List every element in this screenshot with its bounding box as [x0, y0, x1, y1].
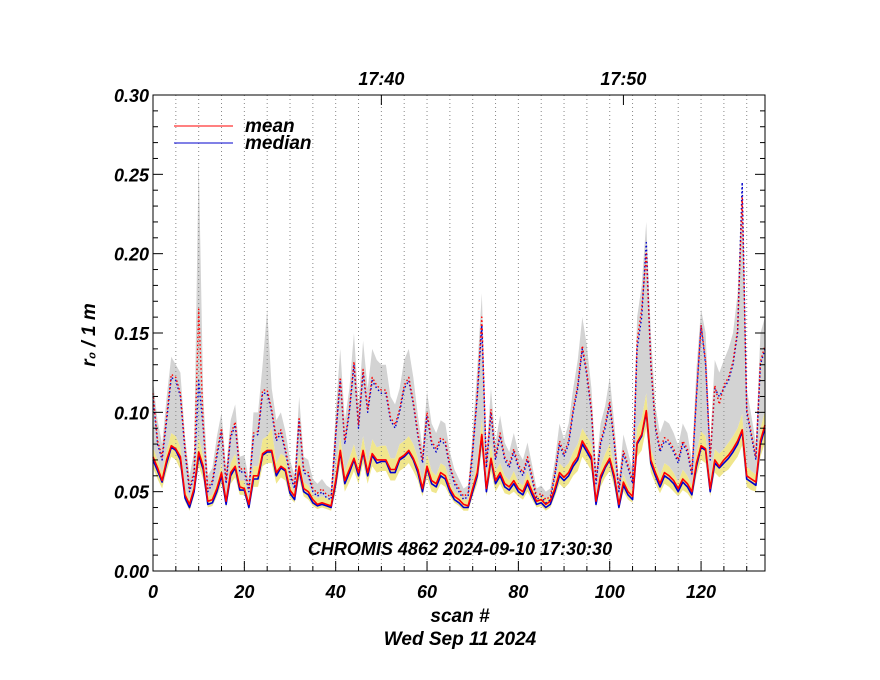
axis-ticks: [152, 94, 765, 572]
tick-labels: 0 20 40 60 80 100 120 0.00 0.05 0.10 0.15 0.20 0.25 0…: [114, 69, 716, 602]
x-axis-title: scan #: [430, 606, 490, 627]
y-tick-label-0.00: 0.00: [114, 562, 149, 582]
y-tick-label-0.25: 0.25: [114, 165, 150, 185]
legend-label-median: median: [245, 133, 312, 154]
y-tick-label-0.30: 0.30: [114, 86, 149, 106]
x-tick-label-20: 20: [233, 582, 254, 602]
legend-label-mean: mean: [245, 116, 295, 137]
series-median-dotted: [152, 181, 766, 504]
top-tick-label-17:40: 17:40: [358, 69, 404, 89]
y-tick-label-0.15: 0.15: [114, 324, 150, 344]
y-tick-label-0.05: 0.05: [114, 483, 150, 503]
top-tick-label-17:50: 17:50: [600, 69, 646, 89]
y-tick-label-0.10: 0.10: [114, 403, 149, 423]
series-mean-dotted: [152, 197, 766, 501]
series-lines: [152, 181, 766, 509]
series-median-solid: [152, 411, 766, 509]
series-mean-solid: [152, 409, 766, 507]
x-tick-label-40: 40: [325, 582, 346, 602]
band_high-area: [153, 158, 765, 500]
date-label: Wed Sep 11 2024: [384, 629, 537, 650]
y-axis-title: r₀ / 1 m: [79, 303, 100, 367]
x-tick-label-60: 60: [417, 582, 437, 602]
x-tick-label-100: 100: [595, 582, 625, 602]
x-tick-label-80: 80: [508, 582, 528, 602]
y-tick-label-0.20: 0.20: [114, 245, 149, 265]
x-tick-label-120: 120: [686, 582, 716, 602]
dataset-annotation: CHROMIS 4862 2024-09-10 17:30:30: [308, 539, 612, 559]
x-tick-label-0: 0: [148, 582, 158, 602]
legend: mean median: [174, 116, 312, 154]
